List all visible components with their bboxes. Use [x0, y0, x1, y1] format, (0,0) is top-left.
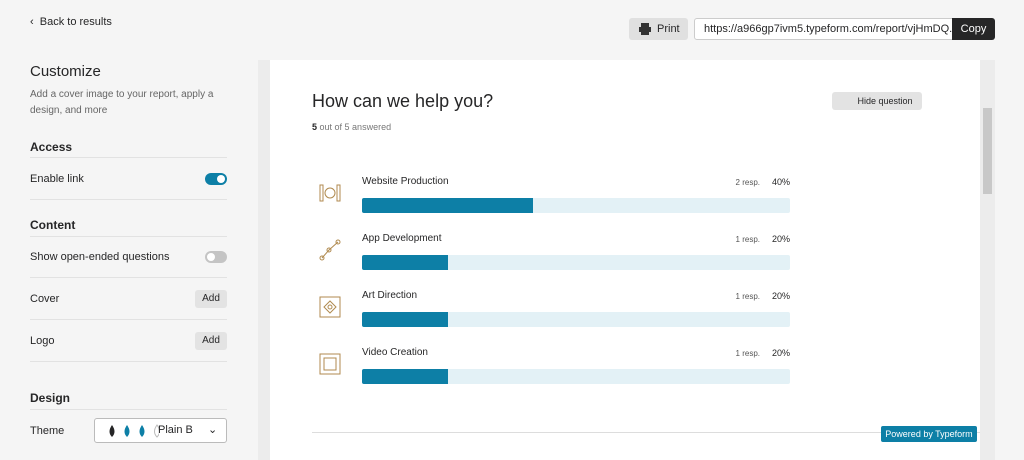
- bar: [362, 255, 448, 270]
- answered-count: 5 out of 5 answered: [312, 122, 391, 132]
- answered-text: out of 5 answered: [319, 122, 392, 132]
- bar: [362, 312, 448, 327]
- answer-label: App Development: [362, 233, 442, 244]
- bar-track: [362, 198, 790, 213]
- icon: [319, 184, 341, 202]
- percent-label: 20%: [771, 348, 790, 358]
- icon: [319, 296, 341, 318]
- setting-label: Theme: [30, 425, 65, 437]
- hide-text[interactable]: Hide question: [857, 96, 913, 106]
- theme-drops: [109, 424, 159, 438]
- divider: [30, 157, 227, 158]
- sidebar-title: Customize: [30, 63, 101, 80]
- setting-label: Enable link: [30, 173, 84, 185]
- powered-badge[interactable]: Powered by Typeform: [881, 426, 977, 442]
- answered-number: 5: [312, 122, 318, 132]
- theme-value: Plain B: [158, 424, 193, 436]
- print-button[interactable]: Print: [629, 18, 688, 40]
- divider: [30, 409, 227, 410]
- chevron: ⌄: [208, 424, 218, 436]
- bar-track: [362, 312, 790, 327]
- percent-label: 20%: [771, 291, 790, 301]
- divider: [30, 319, 227, 320]
- print-icon: [639, 23, 651, 35]
- add-button[interactable]: Add: [195, 332, 227, 350]
- response-count: 1 resp.: [735, 235, 760, 244]
- divider: [30, 236, 227, 237]
- theme-select[interactable]: Plain B ⌄: [94, 418, 227, 443]
- answer-label: Website Production: [362, 176, 449, 187]
- response-count: 1 resp.: [735, 292, 760, 301]
- copy-button[interactable]: Copy: [952, 18, 995, 40]
- divider: [312, 432, 980, 433]
- divider: [30, 361, 227, 362]
- setting-label: Show open-ended questions: [30, 251, 170, 263]
- bar-track: [362, 369, 790, 384]
- section-heading: Design: [30, 391, 71, 405]
- icon: [319, 239, 341, 261]
- url-field[interactable]: https://a966gp7ivm5.typeform.com/report/…: [694, 18, 954, 40]
- response-count: 1 resp.: [735, 349, 760, 358]
- icon: [319, 353, 341, 375]
- bar-track: [362, 255, 790, 270]
- response-count: 2 resp.: [735, 178, 760, 187]
- hide-question-button[interactable]: Hide question: [832, 92, 922, 110]
- toggle-on[interactable]: [205, 173, 227, 185]
- add-button[interactable]: Add: [195, 290, 227, 308]
- back-link[interactable]: ‹ Back to results: [30, 16, 112, 28]
- section-heading: Content: [30, 218, 76, 232]
- scrollbar-thumb[interactable]: [983, 108, 992, 194]
- back-text[interactable]: Back to results: [39, 16, 112, 28]
- print-text[interactable]: Print: [657, 23, 680, 35]
- answer-label: Art Direction: [362, 290, 418, 301]
- toggle-off[interactable]: [205, 251, 227, 263]
- divider: [30, 199, 227, 200]
- bar: [362, 198, 534, 213]
- sidebar-description: Add a cover image to your report, apply …: [30, 89, 214, 116]
- divider: [30, 277, 227, 278]
- bar: [362, 369, 448, 384]
- setting-label: Logo: [30, 335, 55, 347]
- percent-label: 40%: [771, 177, 790, 187]
- percent-label: 20%: [771, 234, 790, 244]
- answer-label: Video Creation: [362, 347, 428, 358]
- setting-label: Cover: [30, 293, 60, 305]
- section-heading: Access: [30, 140, 73, 154]
- question-title: How can we help you?: [312, 91, 494, 111]
